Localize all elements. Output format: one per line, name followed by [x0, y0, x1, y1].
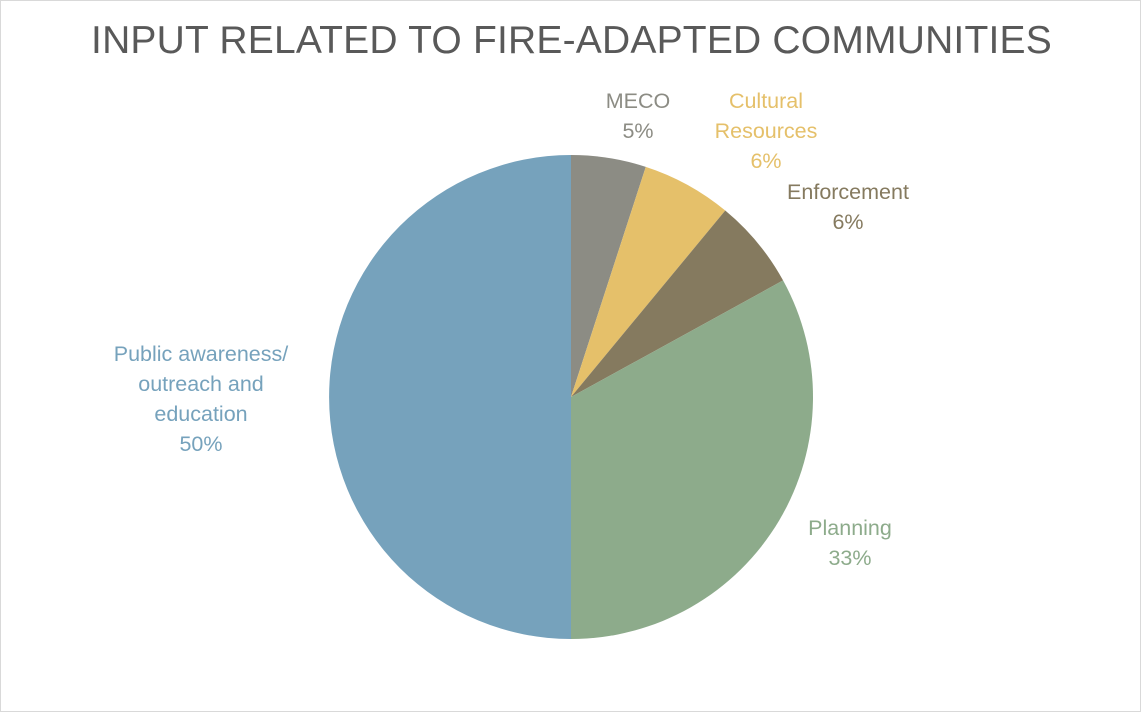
- label-cultural-resources: Cultural Resources 6%: [701, 86, 831, 176]
- label-cultural-resources-value: 6%: [750, 149, 782, 173]
- label-enforcement-value: 6%: [832, 210, 864, 234]
- pie-slice-planning: [571, 280, 814, 639]
- label-planning-name: Planning: [808, 516, 892, 540]
- label-planning-value: 33%: [828, 546, 872, 570]
- label-enforcement-name: Enforcement: [787, 180, 909, 204]
- label-public-awareness-line1: Public awareness/: [113, 342, 289, 366]
- label-public-awareness-line3: education: [154, 402, 248, 426]
- pie-slice-public-awareness-outreach-and-education: [329, 155, 571, 639]
- label-meco: MECO 5%: [583, 86, 693, 146]
- label-public-awareness-line2: outreach and: [138, 372, 264, 396]
- label-enforcement: Enforcement 6%: [768, 177, 928, 237]
- label-planning: Planning 33%: [780, 513, 920, 573]
- label-public-awareness-value: 50%: [179, 432, 223, 456]
- pie-slice-cultural-resources: [571, 166, 726, 397]
- label-meco-name: MECO: [605, 89, 671, 113]
- chart-title: INPUT RELATED TO FIRE-ADAPTED COMMUNITIE…: [91, 19, 1052, 62]
- label-cultural-resources-line1: Cultural: [728, 89, 804, 113]
- label-cultural-resources-line2: Resources: [714, 119, 818, 143]
- pie-slice-meco: [571, 155, 646, 397]
- label-public-awareness: Public awareness/ outreach and education…: [81, 339, 321, 459]
- label-meco-value: 5%: [622, 119, 654, 143]
- pie-slice-enforcement: [571, 210, 784, 397]
